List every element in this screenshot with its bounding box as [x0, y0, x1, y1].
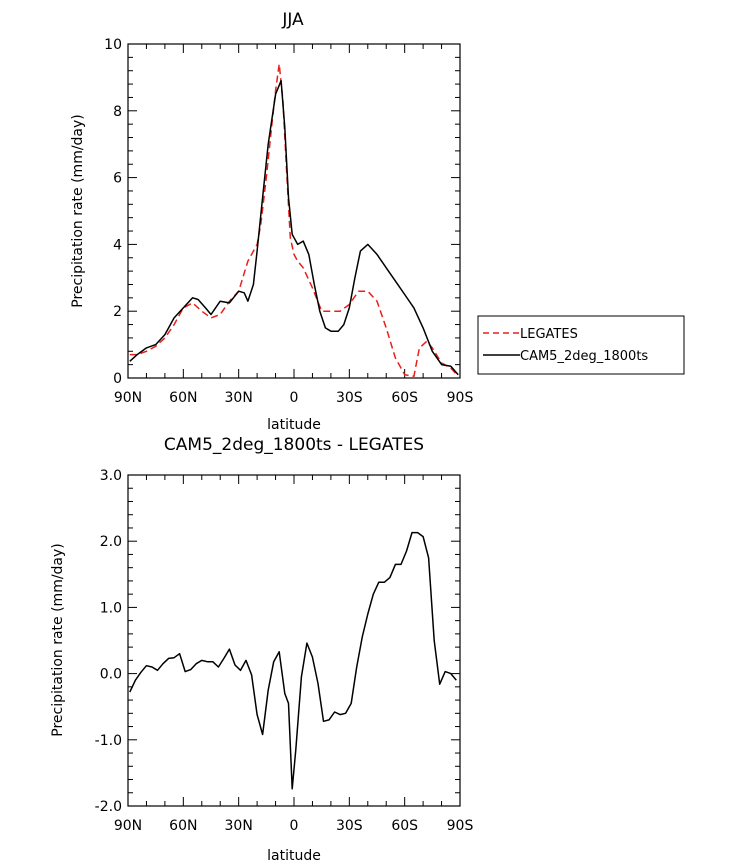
top-plot-frame	[127, 43, 461, 379]
bottom-ytick-label: -2.0	[95, 799, 122, 815]
top-xtick-label: 30S	[336, 390, 363, 406]
bottom-xtick-label: 0	[290, 818, 299, 834]
bottom-ytick-label: 0.0	[100, 667, 122, 683]
top-xtick-label: 30N	[225, 390, 253, 406]
bottom-xtick-label: 90N	[114, 818, 142, 834]
bottom-xtick-label: 30S	[336, 818, 363, 834]
top-series-line-1	[129, 79, 459, 376]
top-ytick-label: 4	[113, 237, 122, 253]
bottom-y-axis-title: Precipitation rate (mm/day)	[50, 543, 66, 737]
top-ytick-label: 0	[113, 371, 122, 387]
top-ytick-label: 6	[113, 171, 122, 187]
top-ytick-label: 8	[113, 104, 122, 120]
bottom-plot-frame	[127, 474, 461, 807]
top-x-tick-labels: 90N 60N 30N 0 30S 60S 90S	[114, 390, 474, 406]
chart-top: JJA 90N 60N 30N 0 30S 60S 90S 0 2 4 6 8 10 latitude…	[70, 10, 685, 433]
top-xtick-label: 60N	[169, 390, 197, 406]
top-ytick-label: 2	[113, 304, 122, 320]
top-xtick-label: 90N	[114, 390, 142, 406]
bottom-ytick-label: 3.0	[100, 468, 122, 484]
bottom-xtick-label: 30N	[225, 818, 253, 834]
top-series-lines	[129, 63, 459, 378]
bottom-xtick-label: 60N	[169, 818, 197, 834]
top-xtick-label: 60S	[391, 390, 418, 406]
bottom-x-tick-labels: 90N 60N 30N 0 30S 60S 90S	[114, 818, 474, 834]
top-chart-title: JJA	[281, 10, 304, 30]
top-tick-marks	[127, 43, 461, 379]
bottom-xtick-label: 90S	[447, 818, 474, 834]
bottom-x-axis-title: latitude	[267, 848, 321, 864]
bottom-tick-marks	[127, 474, 461, 807]
chart-bottom: CAM5_2deg_1800ts - LEGATES 90N 60N 30N 0 30S…	[50, 435, 473, 864]
bottom-chart-title: CAM5_2deg_1800ts - LEGATES	[164, 435, 424, 455]
bottom-ytick-label: 1.0	[100, 600, 122, 616]
bottom-series-line-0	[129, 531, 457, 790]
bottom-ytick-label: -1.0	[95, 733, 122, 749]
top-x-axis-title: latitude	[267, 417, 321, 433]
top-xtick-label: 90S	[447, 390, 474, 406]
top-ytick-label: 10	[104, 37, 122, 53]
bottom-ytick-label: 2.0	[100, 534, 122, 550]
bottom-y-tick-labels: -2.0 -1.0 0.0 1.0 2.0 3.0	[95, 468, 122, 815]
bottom-series-lines	[129, 531, 457, 790]
legend-entry-legates: LEGATES	[520, 327, 578, 342]
top-xtick-label: 0	[290, 390, 299, 406]
top-y-axis-title: Precipitation rate (mm/day)	[70, 114, 86, 308]
legend-box	[477, 315, 685, 375]
legend-entry-cam5: CAM5_2deg_1800ts	[520, 349, 648, 364]
legend: LEGATES CAM5_2deg_1800ts	[477, 315, 685, 375]
bottom-xtick-label: 60S	[391, 818, 418, 834]
top-y-tick-labels: 0 2 4 6 8 10	[104, 37, 122, 387]
top-series-line-0	[129, 63, 459, 378]
